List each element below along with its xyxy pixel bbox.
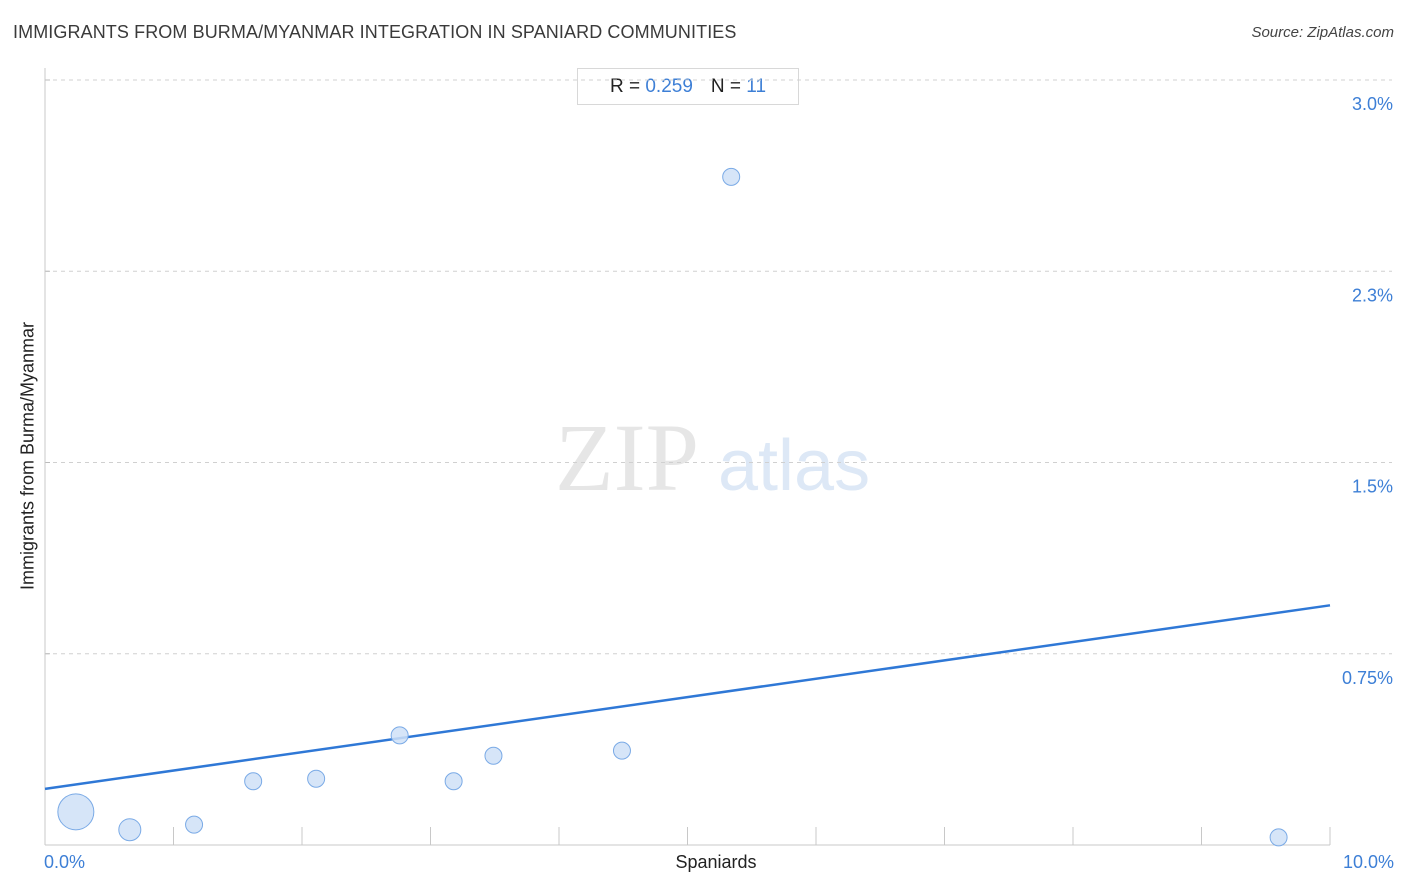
data-point <box>307 769 326 788</box>
chart-title: IMMIGRANTS FROM BURMA/MYANMAR INTEGRATIO… <box>13 22 737 42</box>
data-point <box>484 746 503 765</box>
data-point <box>118 818 142 842</box>
y-tick-label: 0.75% <box>1342 668 1393 688</box>
r-stat: R = 0.259 <box>610 76 693 98</box>
watermark: ZIP atlas <box>555 404 870 511</box>
y-tick-label: 3.0% <box>1352 94 1393 114</box>
data-point <box>185 815 204 834</box>
axes <box>44 68 1331 846</box>
r-label: R = <box>609 75 641 97</box>
n-value: 11 <box>746 75 767 97</box>
x-tick-label-min: 0.0% <box>44 852 86 872</box>
y-tick-label: 1.5% <box>1352 477 1393 497</box>
watermark-zip: ZIP <box>555 404 699 511</box>
data-points <box>57 167 1288 847</box>
y-axis-label: Immigrants from Burma/Myanmar <box>17 321 38 591</box>
data-point <box>612 741 631 760</box>
trendline <box>44 604 1331 791</box>
data-point <box>722 167 741 186</box>
source-label: Source: ZipAtlas.com <box>1251 24 1394 41</box>
watermark-atlas: atlas <box>718 426 870 506</box>
x-axis-label: Spaniards <box>675 852 757 872</box>
x-tick-label-max: 10.0% <box>1342 852 1394 872</box>
data-point <box>244 772 263 791</box>
r-value: 0.259 <box>645 75 693 97</box>
n-stat: N = 11 <box>711 76 766 98</box>
n-label: N = <box>710 75 742 97</box>
stats-box: R = 0.259 N = 11 <box>577 68 799 105</box>
grid <box>45 79 1392 655</box>
y-tick-labels: 3.0% 2.3% 1.5% 0.75% <box>1342 94 1393 688</box>
data-point <box>390 726 409 745</box>
data-point <box>444 772 463 791</box>
y-tick-label: 2.3% <box>1352 285 1393 305</box>
data-point <box>57 793 95 831</box>
data-point <box>1269 828 1288 847</box>
trendline-group <box>44 604 1331 791</box>
